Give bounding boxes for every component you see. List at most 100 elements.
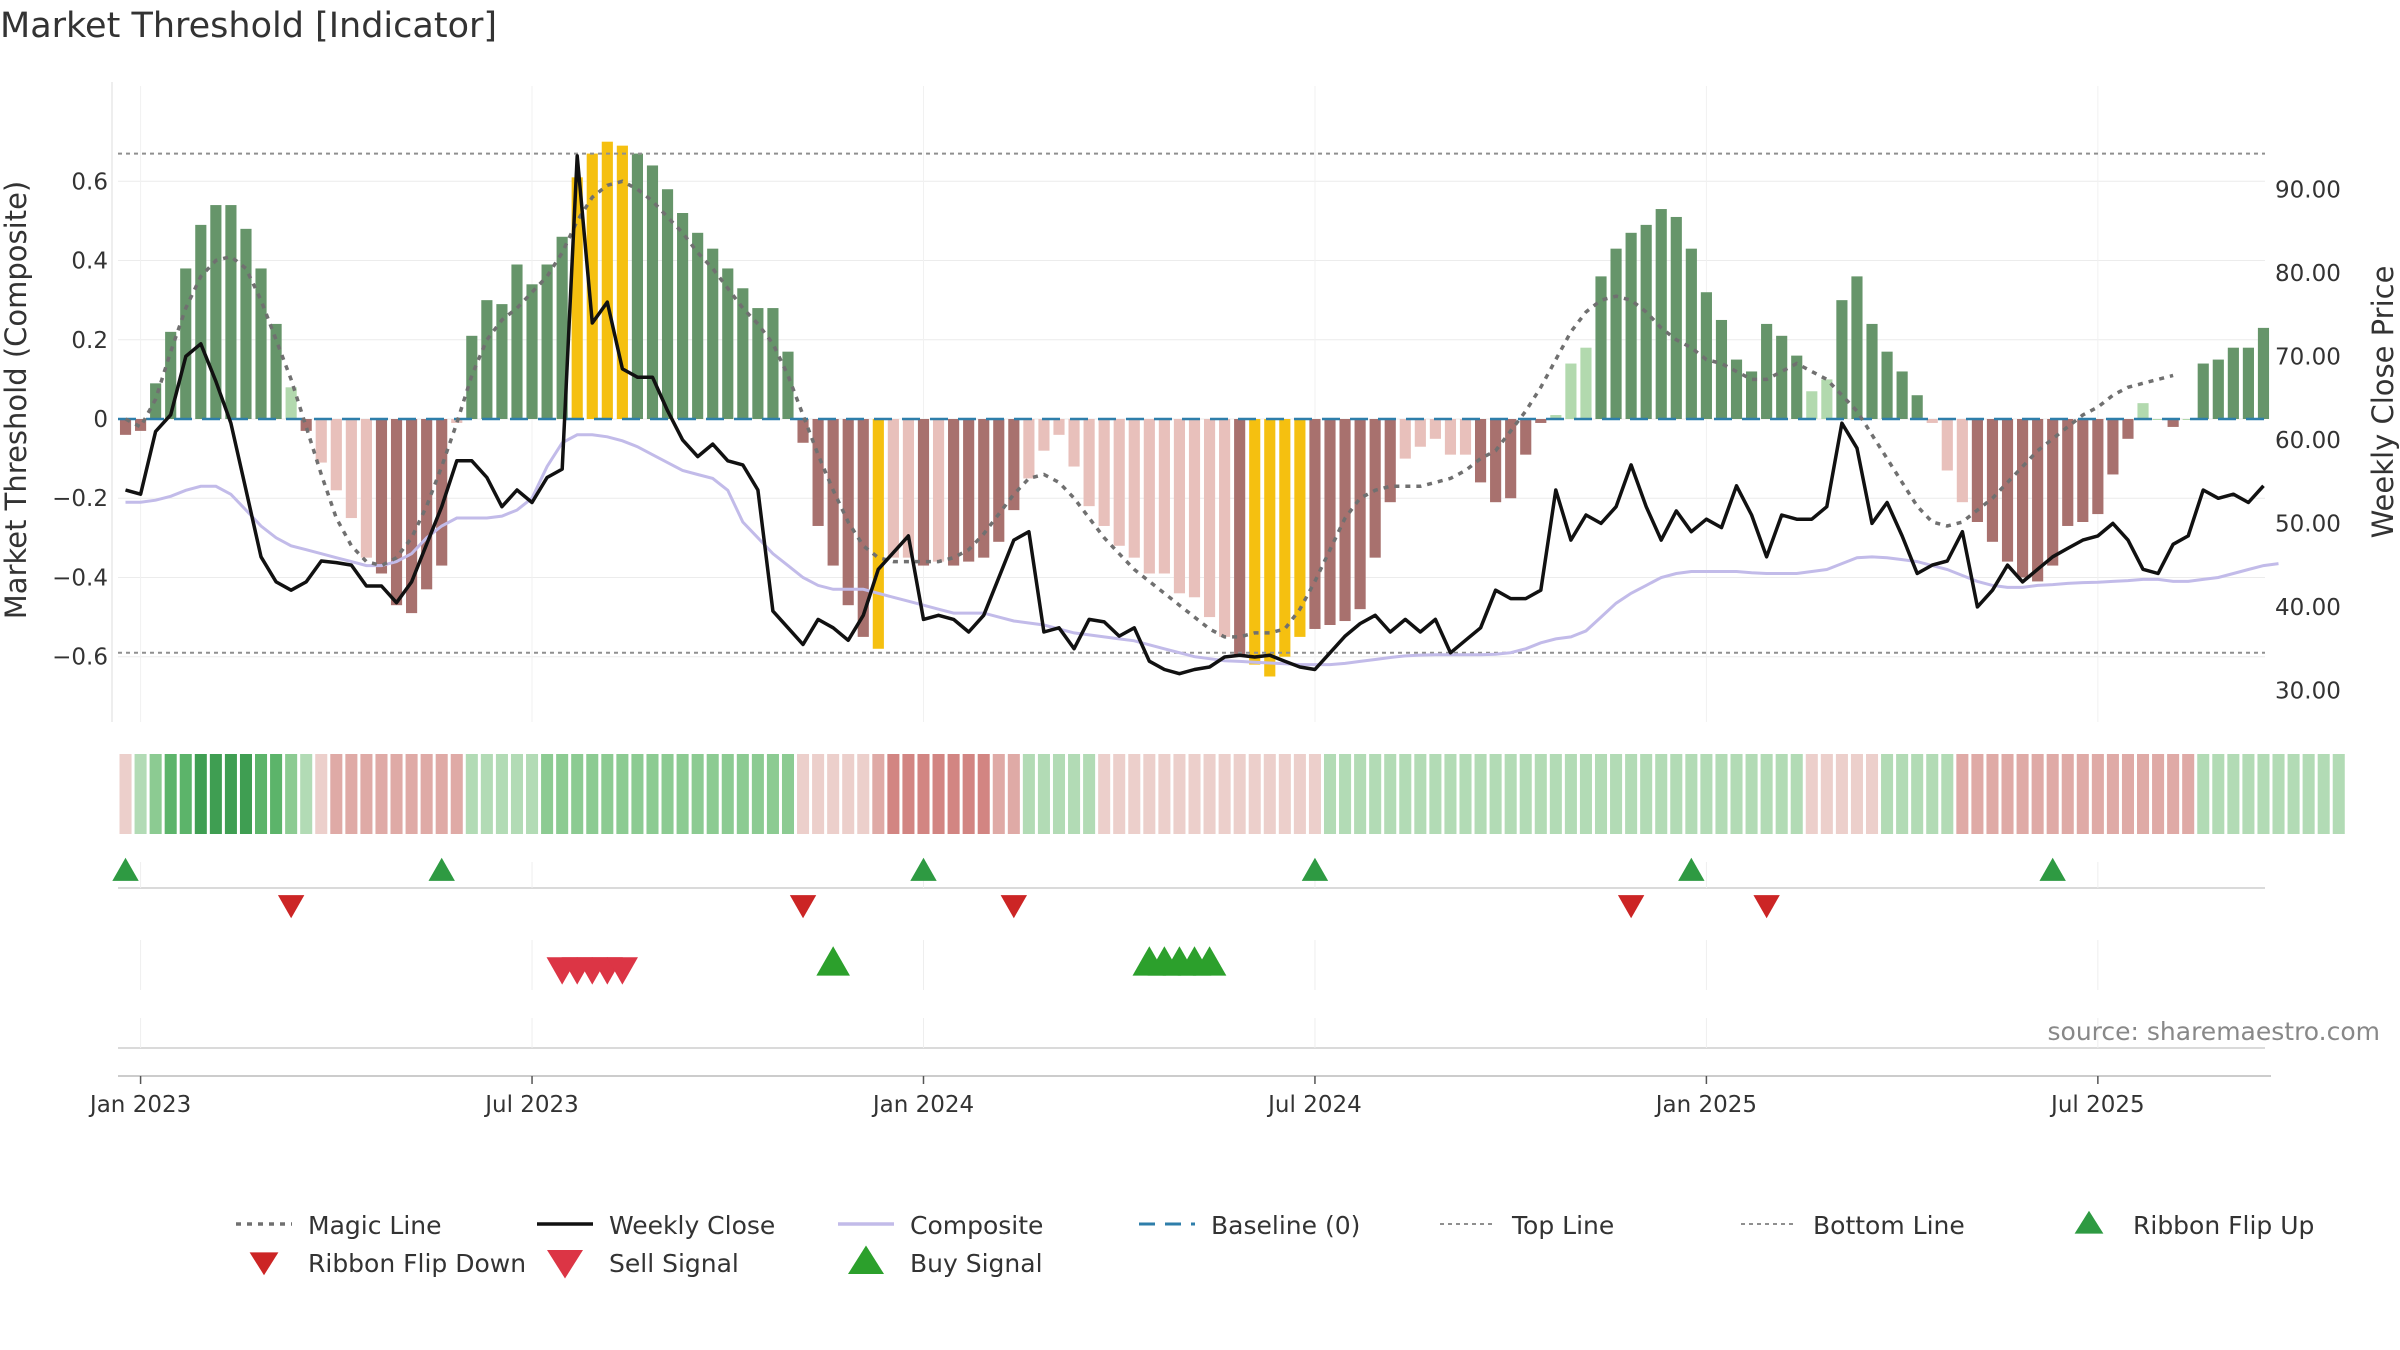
y-left-tick-label: 0.6: [71, 169, 108, 195]
composite-bar: [1354, 419, 1366, 610]
ribbon-cell: [1745, 754, 1758, 834]
composite-bar: [1866, 323, 1878, 419]
composite-bar: [2032, 419, 2044, 582]
ribbon-cell: [405, 754, 418, 834]
ribbon-cell: [977, 754, 990, 834]
ribbon-cell: [1444, 754, 1457, 834]
ribbon-cell: [601, 754, 614, 834]
composite-bar: [601, 141, 613, 419]
composite-bar: [1219, 419, 1231, 637]
composite-bar: [1188, 419, 1201, 598]
ribbon-cell: [1760, 754, 1773, 834]
ribbon-cell: [2227, 754, 2240, 834]
ribbon-flip-up-marker: [112, 857, 139, 881]
ribbon-cell: [2287, 754, 2300, 834]
ribbon-flip-up-marker: [428, 857, 455, 881]
ribbon-cell: [2272, 754, 2285, 834]
ribbon-cell: [1188, 754, 1201, 834]
composite-bar: [1941, 419, 1953, 471]
composite-bar: [1098, 419, 1110, 526]
ribbon-cell: [1474, 754, 1487, 834]
composite-bar: [752, 308, 764, 419]
legend-swatch: [249, 1252, 279, 1276]
ribbon-cell: [2046, 754, 2059, 834]
ribbon-cell: [1399, 754, 1412, 834]
composite-bar: [135, 419, 147, 431]
ribbon-cell: [224, 754, 237, 834]
composite-bar: [270, 323, 282, 419]
composite-bar: [812, 419, 824, 526]
legend-key-buy: [848, 1245, 884, 1274]
composite-bar: [1264, 419, 1276, 677]
ribbon-cell: [676, 754, 689, 834]
ribbon-cell: [1670, 754, 1683, 834]
ribbon-cell: [947, 754, 960, 834]
legend-key-flipdown: [249, 1252, 279, 1276]
magic-line: [124, 179, 2174, 639]
composite-bar: [2152, 419, 2164, 420]
signal-rows: [112, 857, 2265, 1077]
ribbon-cell: [285, 754, 298, 834]
composite-bar: [1038, 419, 1050, 451]
ribbon-cell: [1534, 754, 1547, 834]
y-right-tick-label: 40.00: [2275, 595, 2341, 621]
composite-bar: [1971, 419, 1983, 522]
composite-bar: [1776, 335, 1788, 419]
legend-label-magic: Magic Line: [308, 1211, 442, 1240]
ribbon-cell: [541, 754, 554, 834]
composite-bar: [2257, 327, 2270, 419]
ribbon-cell: [1775, 754, 1788, 834]
x-tick-label: Jan 2024: [871, 1092, 974, 1118]
ribbon-cell: [315, 754, 328, 834]
composite-bar: [315, 419, 327, 463]
ribbon-cell: [2212, 754, 2225, 834]
ribbon-cell: [435, 754, 448, 834]
composite-bar: [661, 189, 674, 419]
ribbon-cell: [1007, 754, 1020, 834]
composite-bar: [195, 224, 207, 419]
legend-label-composite: Composite: [910, 1211, 1043, 1240]
ribbon-cell: [465, 754, 478, 834]
x-tick-label: Jul 2024: [1266, 1092, 1362, 1118]
ribbon-cell: [1730, 754, 1743, 834]
ribbon-cell: [902, 754, 915, 834]
ribbon-flip-down-marker: [789, 895, 817, 919]
ribbon-cell: [1504, 754, 1517, 834]
composite-bar: [932, 419, 945, 562]
ribbon-cell: [1896, 754, 1909, 834]
ribbon-cell: [2031, 754, 2044, 834]
composite-bar: [1459, 419, 1472, 455]
ribbon-cell: [857, 754, 870, 834]
ribbon-cell: [1685, 754, 1698, 834]
composite-bar: [963, 419, 975, 562]
composite-bar: [1791, 355, 1803, 419]
ribbon-cell: [1805, 754, 1818, 834]
ribbon-cell: [2091, 754, 2104, 834]
ribbon-cell: [992, 754, 1005, 834]
ribbon-cell: [932, 754, 945, 834]
composite-bar: [797, 419, 809, 443]
ribbon-flip-down-marker: [1753, 895, 1780, 919]
composite-bar: [1008, 419, 1020, 511]
ribbon-cell: [1594, 754, 1608, 834]
ribbon-cell: [1278, 754, 1291, 834]
ribbon-cell: [2242, 754, 2255, 834]
composite-bar: [993, 419, 1005, 542]
ribbon-cell: [872, 754, 885, 834]
composite-bar: [1279, 419, 1291, 657]
ribbon-cell: [1715, 754, 1728, 834]
composite-bar: [436, 419, 448, 566]
composite-bar: [2062, 419, 2074, 526]
ribbon-cell: [2152, 754, 2165, 834]
legend-label-flipdown: Ribbon Flip Down: [308, 1249, 526, 1278]
ribbon-cell: [1218, 754, 1231, 834]
ribbon-cell: [164, 754, 177, 834]
ribbon-cell: [1564, 754, 1577, 834]
y-axis-left-title: Market Threshold (Composite): [0, 181, 33, 619]
composite-bar: [887, 419, 899, 558]
ribbon-cell: [2076, 754, 2089, 834]
ribbon-cell: [119, 754, 132, 834]
composite-bar: [1324, 419, 1336, 625]
composite-bar: [722, 268, 734, 419]
